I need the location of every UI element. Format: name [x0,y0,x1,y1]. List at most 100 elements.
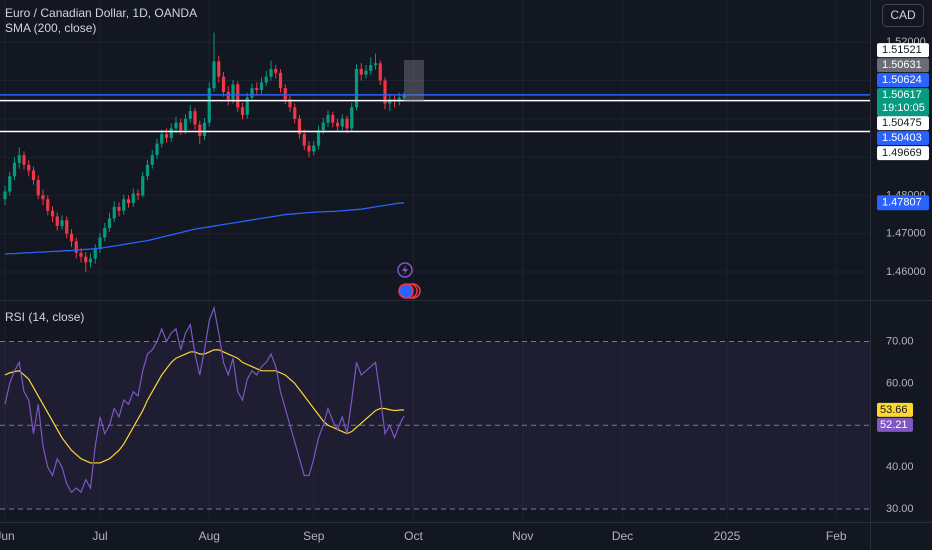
candle-body [12,162,17,177]
price-label-box [877,43,929,58]
value-label: 53.66 [880,404,908,416]
candle-body [150,155,154,165]
candle-body [274,68,278,73]
candle-body [55,216,59,227]
candle-body [41,195,45,200]
candle-body [202,122,207,137]
candle-body [207,88,211,123]
candle-body [107,218,112,228]
y-tick-label: 1.47000 [886,228,926,240]
candle-body [145,164,150,177]
candle-body [22,155,26,165]
candle-body [264,76,268,83]
candle-body [188,111,192,119]
countdown: 19:10:05 [882,102,925,114]
candle-body [335,122,340,127]
forecast-box [404,60,424,101]
value-label-box [877,417,913,432]
candle-body [60,220,64,227]
candle-body [288,99,292,108]
candle-body [126,199,131,204]
candle-body [255,88,259,91]
candle-body [245,97,249,115]
candle-body [293,107,297,119]
y-tick-label: 60.00 [886,377,914,389]
candle-body [307,145,311,152]
price-pane [0,32,870,273]
y-tick-label: 30.00 [886,503,914,515]
candle-body [283,88,287,100]
candle-body [98,237,102,250]
y-tick-label: 40.00 [886,461,914,473]
x-tick-label: Oct [404,529,423,543]
candle-body [136,193,140,196]
candle-body [169,128,173,138]
candle-body [236,84,240,108]
price-label-box [877,146,929,161]
candle-body [383,80,387,104]
candle-body [312,145,316,152]
candle-body [50,210,55,217]
sma-line [4,202,405,255]
candle-body [79,252,83,257]
currency-label[interactable]: CAD [890,8,916,22]
price-label: 1.49669 [882,147,922,159]
candle-body [3,191,7,200]
x-tick-label: Jun [0,529,15,543]
candle-body [84,256,88,263]
candle-body [131,193,135,204]
indicator-label: SMA (200, close) [5,21,96,35]
event-icon[interactable] [397,262,413,278]
candle-body [302,134,306,146]
x-tick-label: Feb [826,529,847,543]
candle-body [164,134,169,138]
candle-body [345,118,349,129]
candle-body [397,97,401,102]
candle-body [93,249,97,259]
price-label: 1.50403 [882,132,922,144]
x-tick-label: Aug [199,529,220,543]
y-tick-label: 1.46000 [886,266,926,278]
price-label-box [877,195,929,211]
candle-body [8,176,12,192]
candle-body [112,206,116,219]
candle-body [217,61,221,77]
candle-body [46,199,50,211]
candle-body [160,134,164,144]
price-label: 1.50624 [882,74,922,86]
candle-body [388,99,392,104]
candle-body [297,118,302,135]
candle-body [364,70,368,75]
candle-body [231,84,235,100]
candle-body [354,68,359,108]
candle-body [117,206,121,211]
candle-body [221,76,226,92]
candle-body [179,122,183,131]
dividend-icons[interactable] [398,283,421,299]
currency-button[interactable] [882,4,924,27]
candle-body [316,130,321,146]
candle-body [326,114,330,123]
candle-body [240,107,245,115]
price-label-box [877,73,929,88]
current-price-box [877,88,929,117]
rsi-pane [0,305,870,510]
symbol-title: Euro / Canadian Dollar, 1D, OANDA [5,6,197,20]
candle-body [69,233,74,242]
candle-body [174,122,178,129]
candle-body [155,143,159,156]
candle-body [27,164,31,171]
candle-body [250,88,254,98]
candle-body [103,227,107,238]
candle-body [31,170,36,181]
candle-body [359,68,363,75]
value-label: 52.21 [880,419,908,431]
candle-body [212,61,216,89]
candle-body [226,91,230,100]
candle-body [402,95,406,98]
price-label: 1.47807 [882,197,922,209]
price-label: 1.50631 [882,59,922,71]
